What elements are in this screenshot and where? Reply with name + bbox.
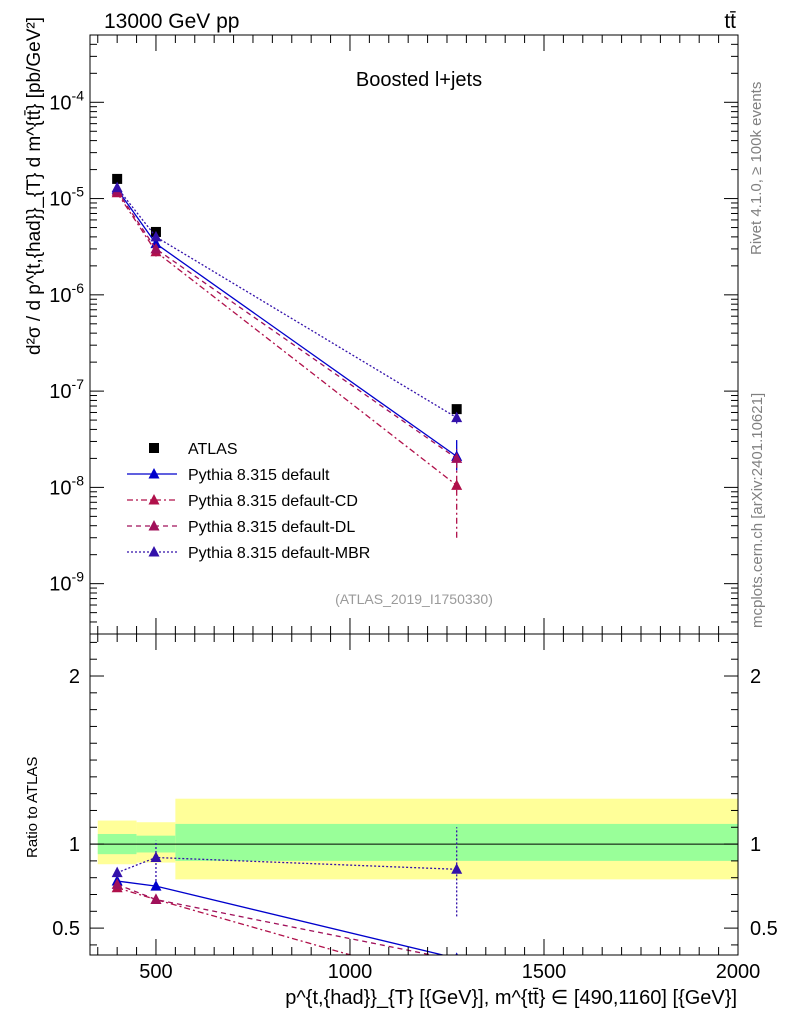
series-mbr (111, 181, 463, 424)
legend-item-dl: Pythia 8.315 default-DL (127, 519, 355, 536)
y-axis-label: d²σ / d p^{t,{had}}_{T} d m^{tt̄} [pb/Ge… (24, 17, 45, 355)
ratio-series-dl (111, 878, 458, 955)
x-tick-label: 500 (139, 961, 172, 983)
legend-label: Pythia 8.315 default-MBR (188, 545, 370, 562)
ratio-data (90, 798, 738, 955)
y-tick-label: 10-9 (49, 569, 84, 596)
marker-dl (451, 452, 463, 463)
x-axis-label: p^{t,{had}}_{T} [{GeV}], m^{tt̄} ∈ [490,… (285, 987, 737, 1009)
legend-label: Pythia 8.315 default (188, 467, 330, 484)
ratio-series-default (111, 875, 459, 955)
legend-item-default: Pythia 8.315 default (127, 467, 330, 484)
rivet-label: Rivet 4.1.0, ≥ 100k events (748, 82, 765, 255)
legend-label: Pythia 8.315 default-CD (188, 493, 358, 510)
plot-title: Boosted l+jets (356, 69, 482, 91)
ratio-marker-mbr (451, 863, 463, 874)
x-tick-label: 2000 (716, 961, 761, 983)
atlas-point (451, 404, 462, 415)
marker-cd (451, 479, 463, 490)
ratio-y-tick-label-right: 2 (750, 666, 761, 688)
y-tick-label: 10-8 (49, 472, 84, 499)
legend-marker (148, 546, 160, 557)
ratio-series-mbr (111, 827, 463, 917)
legend-item-mbr: Pythia 8.315 default-MBR (127, 545, 370, 562)
marker-mbr (451, 411, 463, 423)
marker-mbr (150, 230, 162, 242)
legend-label: ATLAS (188, 441, 238, 458)
legend-marker (148, 520, 160, 531)
legend-marker (148, 468, 160, 479)
y-tick-label: 10-4 (49, 87, 84, 114)
ratio-marker-dl (456, 954, 458, 955)
ratio-marker-default (455, 952, 459, 955)
ratio-marker-mbr (111, 866, 123, 878)
ratio-y-axis-label: Ratio to ATLAS (24, 757, 41, 858)
legend: ATLAS Pythia 8.315 default Pythia 8.315 de… (127, 441, 370, 562)
ratio-marker-dl (111, 878, 123, 889)
marker-dl (150, 242, 162, 254)
series-line-default (116, 188, 458, 457)
series-default (111, 183, 463, 471)
ratio-y-tick-label-right: 1 (750, 834, 761, 856)
y-tick-label: 10-6 (49, 280, 84, 307)
legend-item-cd: Pythia 8.315 default-CD (127, 493, 358, 510)
series-line-dl (116, 190, 458, 459)
ratio-y-tick-label: 2 (69, 666, 80, 688)
main-panel: 10-9 10-8 10-7 10-6 10-5 10-4 ATLAS Pythia 8.31… (49, 34, 739, 635)
legend-item-atlas: ATLAS (149, 441, 238, 458)
ratio-marker-default (150, 880, 162, 891)
mcplots-label: mcplots.cern.ch [arXiv:2401.10621] (749, 393, 766, 628)
ratio-marker-mbr (150, 851, 162, 863)
legend-label: Pythia 8.315 default-DL (188, 519, 355, 536)
header-left-label: 13000 GeV pp (104, 10, 239, 33)
analysis-label: (ATLAS_2019_I1750330) (335, 591, 493, 607)
x-tick-label: 1500 (522, 961, 567, 983)
series-dl (111, 184, 463, 468)
series-line-cd (116, 192, 458, 486)
marker-mbr (111, 181, 123, 193)
ratio-y-tick-label-right: 0.5 (750, 918, 778, 940)
atlas-point (112, 173, 123, 184)
ratio-marker-dl (150, 893, 162, 905)
y-tick-label: 10-5 (49, 184, 84, 211)
ratio-y-tick-label: 0.5 (52, 918, 80, 940)
main-data (111, 173, 463, 538)
series-cd (111, 186, 463, 538)
legend-marker (149, 443, 159, 453)
series-atlas (112, 173, 462, 415)
legend-marker (148, 494, 160, 505)
ratio-frame (89, 633, 739, 956)
x-tick-label: 1000 (328, 961, 373, 983)
ratio-line-dl (116, 883, 435, 955)
y-tick-label: 10-7 (49, 376, 84, 403)
header-right-label: tt̄ (724, 10, 736, 33)
ratio-y-tick-label: 1 (69, 834, 80, 856)
ratio-panel: 0.5 1 2 0.5 1 2 500 1000 1500 2000 (52, 633, 778, 983)
ratio-line-default (117, 880, 446, 955)
series-line-mbr (116, 187, 458, 419)
